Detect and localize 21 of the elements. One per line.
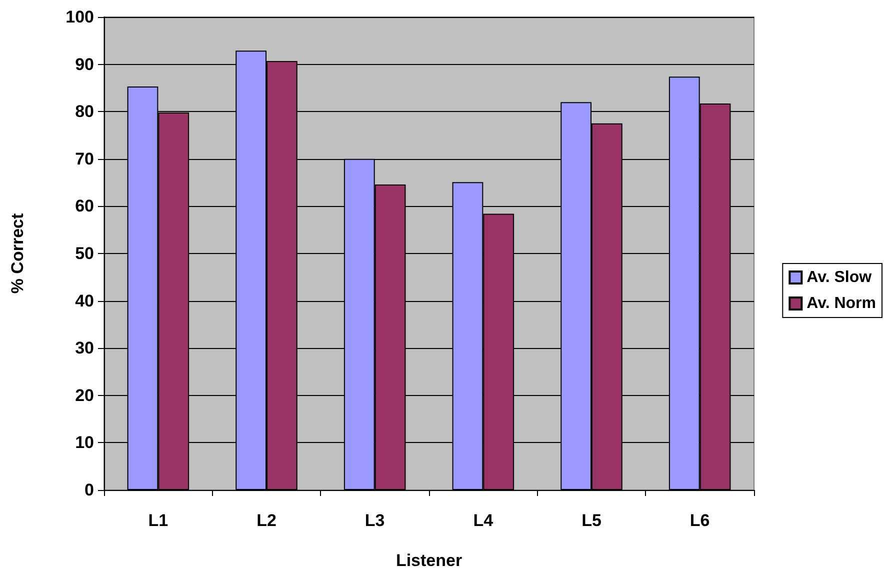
x-tick-label: L4 — [473, 511, 494, 530]
x-tick-label: L2 — [256, 511, 276, 530]
y-tick-label: 90 — [75, 54, 94, 74]
y-tick-label: 20 — [75, 386, 94, 405]
y-tick-label: 30 — [75, 338, 94, 358]
x-tick-label: L1 — [148, 511, 168, 530]
y-axis-title: % Correct — [8, 213, 27, 294]
x-tick-label: L6 — [690, 511, 710, 530]
y-tick-label: 70 — [75, 149, 94, 168]
y-tick-label: 100 — [66, 8, 94, 26]
y-tick-label: 40 — [75, 291, 94, 310]
y-tick-label: 10 — [75, 433, 94, 452]
y-tick-label: 60 — [75, 196, 94, 216]
x-axis-title: Listener — [396, 551, 462, 570]
legend-label: Av. Slow — [806, 269, 872, 286]
x-tick-label: L3 — [364, 511, 385, 530]
y-tick-label: 50 — [75, 244, 94, 263]
y-tick-label: 0 — [84, 480, 94, 500]
y-tick-label: 80 — [75, 102, 94, 122]
legend-label: Av. Norm — [806, 295, 876, 312]
x-tick-label: L5 — [582, 511, 602, 530]
